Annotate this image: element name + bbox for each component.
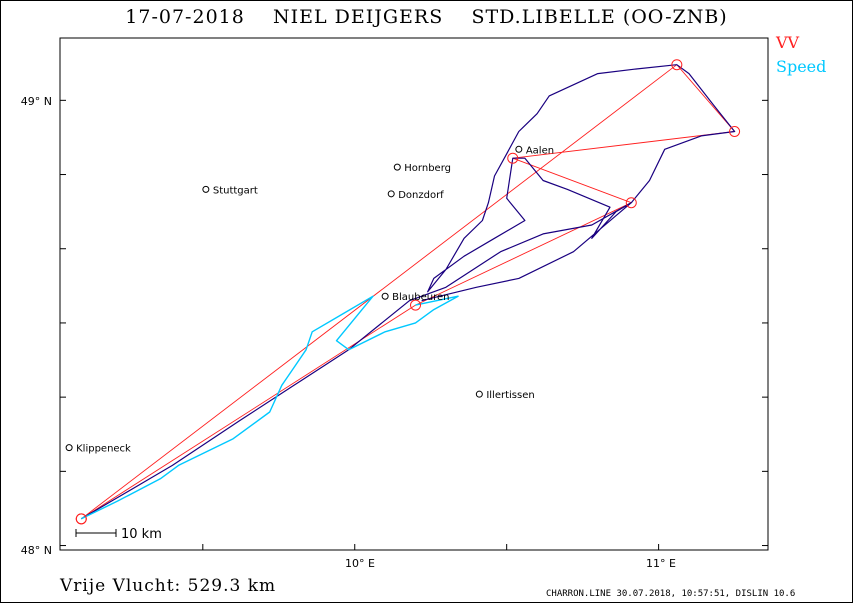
town-label: Aalen bbox=[526, 145, 554, 156]
town-label: Donzdorf bbox=[398, 190, 444, 201]
map-frame bbox=[59, 37, 769, 551]
lat-tick-label-49: 49° N bbox=[21, 95, 52, 108]
page-title: 17-07-2018 NIEL DEIJGERS STD.LIBELLE (OO… bbox=[0, 6, 853, 28]
town-label: Stuttgart bbox=[213, 185, 258, 196]
town-label: Blaubeuren bbox=[392, 292, 449, 303]
turnpoints bbox=[75, 59, 741, 525]
town-marker bbox=[202, 185, 210, 193]
turnpoint-marker bbox=[671, 59, 683, 71]
turnpoint-marker bbox=[729, 125, 741, 137]
pilot-name: NIEL DEIJGERS bbox=[273, 6, 444, 28]
distance-text: Vrije Vlucht: 529.3 km bbox=[60, 576, 277, 596]
turnpoint-marker bbox=[75, 513, 87, 525]
scale-bar-label: 10 km bbox=[121, 527, 162, 542]
town-marker bbox=[387, 190, 395, 198]
town-marker bbox=[381, 292, 389, 300]
scale-bar: 10 km bbox=[75, 527, 162, 542]
turnpoint-marker bbox=[625, 197, 637, 209]
town-marker bbox=[393, 163, 401, 171]
town-marker bbox=[515, 145, 523, 153]
speed-track bbox=[80, 295, 459, 520]
turnpoint-marker bbox=[507, 152, 519, 164]
town-label: Illertissen bbox=[486, 390, 534, 401]
flight-date: 17-07-2018 bbox=[125, 6, 245, 28]
town-label: Hornberg bbox=[404, 163, 451, 174]
axis-ticks bbox=[60, 99, 768, 550]
lon-tick-label-11: 11° E bbox=[646, 557, 676, 570]
town-marker bbox=[475, 390, 483, 398]
axis-labels: 49° N 48° N 10° E 11° E bbox=[21, 95, 676, 570]
lon-tick-label-10: 10° E bbox=[345, 557, 375, 570]
town-marker bbox=[65, 444, 73, 452]
lat-tick-label-48: 48° N bbox=[21, 544, 52, 557]
flight-track bbox=[80, 64, 736, 520]
credit-text: CHARRON.LINE 30.07.2018, 10:57:51, DISLI… bbox=[546, 589, 796, 599]
turnpoint-marker bbox=[410, 299, 422, 311]
town-label: Klippeneck bbox=[76, 444, 131, 455]
towns: Stuttgart Hornberg Donzdorf Aalen Blaubeuren… bbox=[65, 145, 554, 455]
legend-vv: VV bbox=[776, 33, 800, 52]
legend-speed: Speed bbox=[776, 57, 827, 76]
glider-name: STD.LIBELLE (OO-ZNB) bbox=[471, 6, 728, 28]
